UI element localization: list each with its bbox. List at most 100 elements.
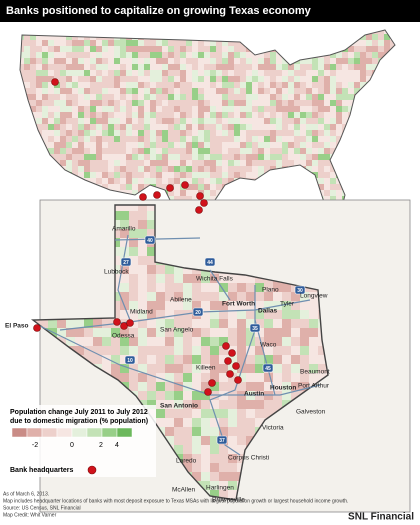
county-cell: [126, 70, 133, 77]
county-cell: [309, 337, 319, 347]
county-cell: [306, 82, 313, 89]
county-cell: [60, 118, 67, 125]
county-cell: [174, 265, 184, 275]
county-cell: [330, 124, 337, 131]
county-cell: [291, 391, 301, 401]
county-cell: [372, 64, 379, 71]
county-cell: [348, 100, 355, 107]
county-cell: [192, 382, 202, 392]
county-cell: [90, 154, 97, 161]
county-cell: [144, 76, 151, 83]
county-cell: [168, 58, 175, 65]
county-cell: [240, 106, 247, 113]
county-cell: [228, 301, 238, 311]
county-cell: [111, 346, 121, 356]
county-cell: [204, 70, 211, 77]
county-cell: [252, 70, 259, 77]
county-cell: [72, 100, 79, 107]
county-cell: [216, 172, 223, 179]
county-cell: [174, 112, 181, 119]
county-cell: [210, 418, 220, 428]
county-cell: [138, 142, 145, 149]
county-cell: [252, 88, 259, 95]
county-cell: [312, 88, 319, 95]
county-cell: [114, 40, 121, 47]
county-cell: [102, 178, 109, 185]
county-cell: [192, 76, 199, 83]
county-cell: [300, 124, 307, 131]
bank-dot: [208, 379, 216, 387]
county-cell: [330, 136, 337, 143]
county-cell: [54, 88, 61, 95]
county-cell: [210, 136, 217, 143]
county-cell: [306, 94, 313, 101]
county-cell: [222, 124, 229, 131]
county-cell: [54, 106, 61, 113]
county-cell: [240, 52, 247, 59]
county-cell: [324, 112, 331, 119]
county-cell: [255, 364, 265, 374]
county-cell: [348, 58, 355, 65]
county-cell: [255, 409, 265, 419]
county-cell: [102, 46, 109, 53]
county-cell: [318, 130, 325, 137]
county-cell: [120, 46, 127, 53]
county-cell: [273, 337, 283, 347]
county-cell: [126, 118, 133, 125]
county-cell: [288, 112, 295, 119]
county-cell: [138, 364, 148, 374]
county-cell: [306, 136, 313, 143]
footnote: As of March 6, 2013.: [3, 491, 49, 497]
county-cell: [93, 319, 103, 329]
county-cell: [270, 136, 277, 143]
county-cell: [354, 82, 361, 89]
county-cell: [180, 118, 187, 125]
county-cell: [120, 373, 130, 383]
county-cell: [120, 205, 130, 212]
county-cell: [198, 64, 205, 71]
county-cell: [168, 100, 175, 107]
county-cell: [183, 463, 193, 473]
county-cell: [78, 82, 85, 89]
county-cell: [222, 58, 229, 65]
county-cell: [72, 40, 79, 47]
county-cell: [192, 196, 199, 203]
highway-shield: [192, 307, 204, 317]
county-cell: [96, 148, 103, 155]
bank-dot: [195, 206, 203, 214]
county-cell: [126, 154, 133, 161]
county-cell: [228, 100, 235, 107]
county-cell: [42, 76, 49, 83]
county-cell: [174, 64, 181, 71]
county-cell: [282, 112, 289, 119]
county-cell: [282, 76, 289, 83]
county-cell: [273, 355, 283, 365]
bank-dots: [33, 78, 242, 396]
county-cell: [318, 148, 325, 155]
county-cell: [150, 58, 157, 65]
county-cell: [186, 196, 193, 203]
county-cell: [156, 373, 166, 383]
county-cell: [174, 274, 184, 284]
county-cell: [90, 64, 97, 71]
county-cell: [258, 70, 265, 77]
county-cell: [147, 373, 157, 383]
county-cell: [294, 64, 301, 71]
county-cell: [306, 112, 313, 119]
county-cell: [168, 76, 175, 83]
county-cell: [252, 166, 259, 173]
county-cell: [129, 220, 139, 230]
county-cell: [132, 46, 139, 53]
county-cell: [312, 154, 319, 161]
county-cell: [270, 100, 277, 107]
county-cell: [216, 46, 223, 53]
county-cell: [204, 172, 211, 179]
county-cell: [42, 136, 49, 143]
county-cell: [216, 130, 223, 137]
county-cell: [126, 178, 133, 185]
county-cell: [138, 136, 145, 143]
county-cell: [309, 301, 319, 311]
city-label: Plano: [262, 287, 279, 294]
county-cell: [162, 64, 169, 71]
county-cell: [96, 178, 103, 185]
